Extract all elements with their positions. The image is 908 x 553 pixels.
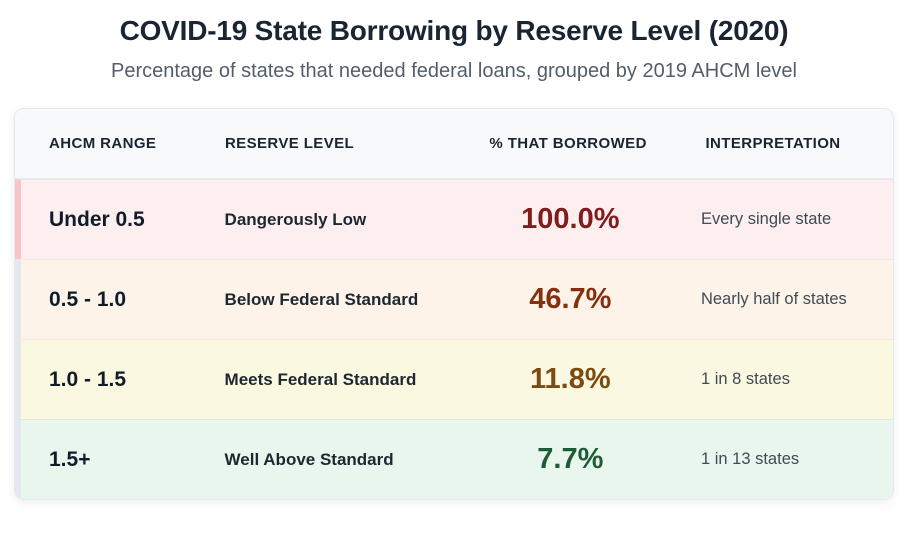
ahcm-range-value: 1.0 - 1.5 — [49, 367, 127, 391]
column-header-interpretation: INTERPRETATION — [705, 135, 841, 152]
pct-borrowed-value: 100.0% — [521, 203, 620, 235]
pct-borrowed-value: 11.8% — [530, 363, 611, 395]
ahcm-range-value: 1.5+ — [49, 447, 91, 471]
pct-borrowed-value: 46.7% — [529, 283, 612, 315]
table-header-row: AHCM RANGE RESERVE LEVEL % THAT BORROWED… — [15, 109, 893, 179]
ahcm-range-value: 0.5 - 1.0 — [49, 287, 127, 311]
reserve-level-value: Dangerously Low — [224, 209, 367, 229]
table-row: 1.5+ Well Above Standard 7.7% 1 in 13 st… — [15, 419, 893, 499]
interpretation-value: Nearly half of states — [700, 290, 847, 308]
interpretation-value: 1 in 13 states — [700, 450, 800, 468]
interpretation-value: 1 in 8 states — [700, 370, 790, 388]
column-header-reserve-level: RESERVE LEVEL — [224, 135, 355, 152]
table-row: Under 0.5 Dangerously Low 100.0% Every s… — [15, 179, 893, 259]
ahcm-range-value: Under 0.5 — [49, 207, 145, 231]
table-row: 1.0 - 1.5 Meets Federal Standard 11.8% 1… — [15, 339, 893, 419]
column-header-ahcm-range: AHCM RANGE — [49, 135, 157, 152]
page-subtitle: Percentage of states that needed federal… — [110, 60, 797, 82]
pct-borrowed-value: 7.7% — [537, 443, 604, 475]
interpretation-value: Every single state — [700, 210, 832, 228]
reserve-level-value: Below Federal Standard — [224, 289, 419, 309]
page: COVID-19 State Borrowing by Reserve Leve… — [0, 15, 908, 553]
reserve-level-value: Well Above Standard — [224, 449, 394, 469]
page-title: COVID-19 State Borrowing by Reserve Leve… — [119, 15, 789, 46]
column-header-pct-borrowed: % THAT BORROWED — [489, 135, 647, 152]
reserve-level-table: AHCM RANGE RESERVE LEVEL % THAT BORROWED… — [14, 108, 894, 500]
table-row: 0.5 - 1.0 Below Federal Standard 46.7% N… — [15, 259, 893, 339]
reserve-level-value: Meets Federal Standard — [224, 369, 417, 389]
